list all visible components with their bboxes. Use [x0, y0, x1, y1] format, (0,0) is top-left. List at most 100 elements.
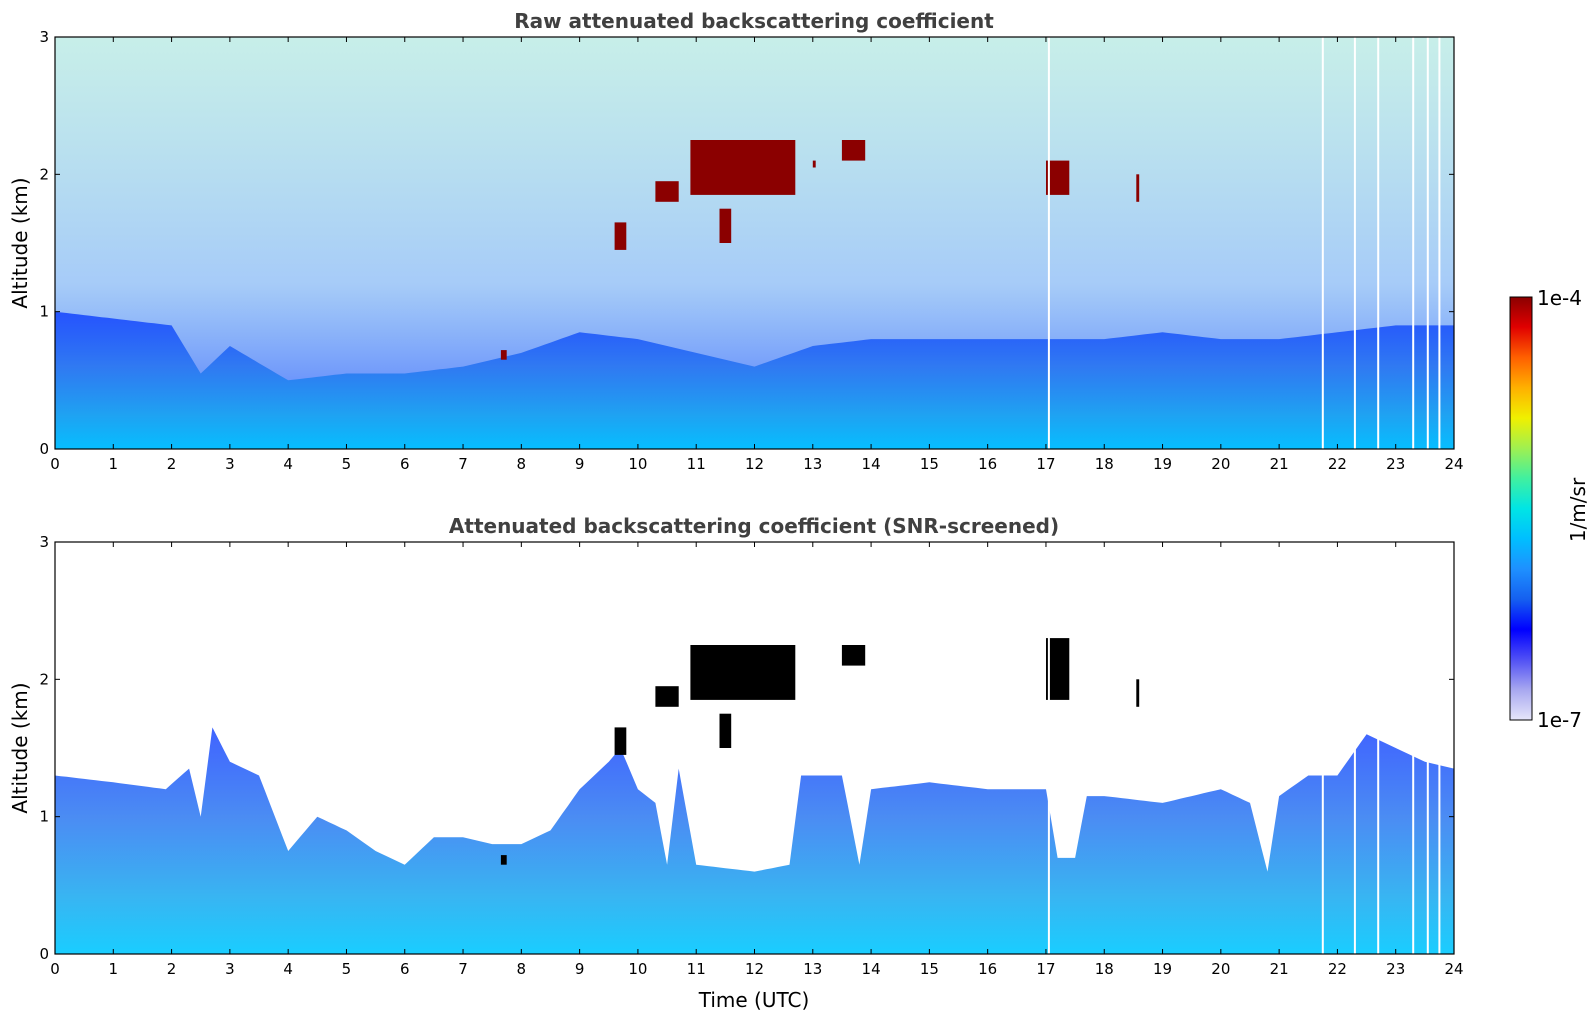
- x-tick-label: 16: [978, 960, 997, 978]
- x-tick-label: 12: [745, 960, 764, 978]
- x-tick-label: 13: [803, 455, 822, 473]
- x-tick-label: 6: [400, 455, 410, 473]
- y-axis: 0 1 2 3: [39, 533, 1454, 963]
- x-tick-label: 20: [1211, 455, 1230, 473]
- panel-title: Raw attenuated backscattering coefficien…: [514, 9, 994, 33]
- x-tick-label: 8: [517, 960, 527, 978]
- cloud-feature: [655, 181, 679, 202]
- x-tick-label: 11: [687, 960, 706, 978]
- x-tick-label: 21: [1270, 455, 1289, 473]
- x-tick-label: 10: [628, 960, 647, 978]
- cloud-feature: [841, 645, 866, 666]
- y-tick-label: 0: [39, 440, 49, 458]
- colorbar: 1e-4 1e-7 1/m/sr: [1509, 286, 1590, 732]
- cloud-feature: [719, 208, 732, 243]
- cloud-feature: [1046, 160, 1070, 195]
- x-tick-label: 1: [109, 960, 119, 978]
- x-tick-label: 18: [1095, 960, 1114, 978]
- data-gap: [1438, 542, 1441, 954]
- x-tick-label: 19: [1153, 960, 1172, 978]
- y-tick-label: 3: [39, 533, 49, 551]
- boundary-layer-signal: [55, 311, 1454, 449]
- y-tick-label: 1: [39, 808, 49, 826]
- x-tick-label: 4: [283, 455, 293, 473]
- x-axis-label: Time (UTC): [698, 988, 810, 1012]
- x-tick-label: 8: [517, 455, 527, 473]
- x-tick-label: 3: [225, 960, 235, 978]
- x-tick-label: 4: [283, 960, 293, 978]
- x-tick-label: 13: [803, 960, 822, 978]
- cloud-feature: [500, 350, 507, 360]
- x-tick-label: 11: [687, 455, 706, 473]
- heatmap-area: [55, 37, 1454, 449]
- y-tick-label: 1: [39, 303, 49, 321]
- x-tick-label: 2: [167, 960, 177, 978]
- cloud-feature: [690, 645, 796, 700]
- cloud-feature: [500, 855, 507, 865]
- x-tick-label: 6: [400, 960, 410, 978]
- cloud-feature: [614, 727, 627, 755]
- data-gap: [1353, 37, 1356, 449]
- x-tick-label: 20: [1211, 960, 1230, 978]
- y-axis: 0 1 2 3: [39, 28, 1454, 458]
- data-gap: [1438, 37, 1441, 449]
- x-tick-label: 22: [1328, 960, 1347, 978]
- y-tick-label: 2: [39, 670, 49, 688]
- x-tick-label: 1: [109, 455, 119, 473]
- x-tick-label: 0: [50, 455, 60, 473]
- data-gap: [1353, 542, 1356, 954]
- x-tick-label: 9: [575, 960, 585, 978]
- data-gap: [1412, 37, 1415, 449]
- cloud-feature: [719, 713, 732, 748]
- x-tick-label: 3: [225, 455, 235, 473]
- data-gap: [1321, 542, 1324, 954]
- data-gap: [1412, 542, 1415, 954]
- x-tick-label: 17: [1036, 960, 1055, 978]
- x-tick-label: 14: [862, 455, 881, 473]
- x-tick-label: 12: [745, 455, 764, 473]
- x-tick-label: 15: [920, 455, 939, 473]
- cloud-feature: [655, 686, 679, 707]
- x-tick-label: 15: [920, 960, 939, 978]
- x-tick-label: 19: [1153, 455, 1172, 473]
- x-tick-label: 7: [458, 455, 468, 473]
- y-axis-label: Altitude (km): [8, 177, 32, 308]
- cloud-feature: [1136, 174, 1140, 202]
- panel-raw: Raw attenuated backscattering coefficien…: [8, 9, 1464, 473]
- x-tick-label: 2: [167, 455, 177, 473]
- colorbar-unit-label: 1/m/sr: [1566, 477, 1590, 542]
- y-tick-label: 3: [39, 28, 49, 46]
- colorbar-gradient: [1509, 296, 1533, 721]
- x-tick-label: 0: [50, 960, 60, 978]
- data-gap: [1426, 37, 1429, 449]
- data-gap: [1047, 542, 1050, 954]
- colorbar-min-label: 1e-7: [1537, 708, 1582, 732]
- cloud-feature: [690, 140, 796, 195]
- x-tick-label: 5: [342, 960, 352, 978]
- x-tick-label: 7: [458, 960, 468, 978]
- data-gap: [1321, 37, 1324, 449]
- y-tick-label: 2: [39, 165, 49, 183]
- data-gap: [1047, 37, 1050, 449]
- x-axis: 0 1 2 3 4 5 6 7 8 9 10 11 12 13 14 15 16 17 18 19 20 21 22 23 24: [50, 37, 1464, 473]
- x-tick-label: 18: [1095, 455, 1114, 473]
- y-axis-label: Altitude (km): [8, 682, 32, 813]
- x-tick-label: 16: [978, 455, 997, 473]
- x-tick-label: 21: [1270, 960, 1289, 978]
- x-axis: 0 1 2 3 4 5 6 7 8 9 10 11 12 13 14 15 16 17 18 19 20 21 22 23 24: [50, 542, 1464, 978]
- x-tick-label: 22: [1328, 455, 1347, 473]
- data-gap: [1377, 542, 1380, 954]
- data-gap: [1377, 37, 1380, 449]
- cloud-feature: [812, 160, 816, 168]
- x-tick-label: 17: [1036, 455, 1055, 473]
- x-tick-label: 5: [342, 455, 352, 473]
- x-tick-label: 23: [1386, 960, 1405, 978]
- cloud-feature: [614, 222, 627, 250]
- x-tick-label: 14: [862, 960, 881, 978]
- cloud-feature: [1136, 679, 1140, 707]
- screened-signal: [55, 727, 1454, 954]
- x-tick-label: 24: [1444, 455, 1463, 473]
- x-tick-label: 10: [628, 455, 647, 473]
- x-tick-label: 9: [575, 455, 585, 473]
